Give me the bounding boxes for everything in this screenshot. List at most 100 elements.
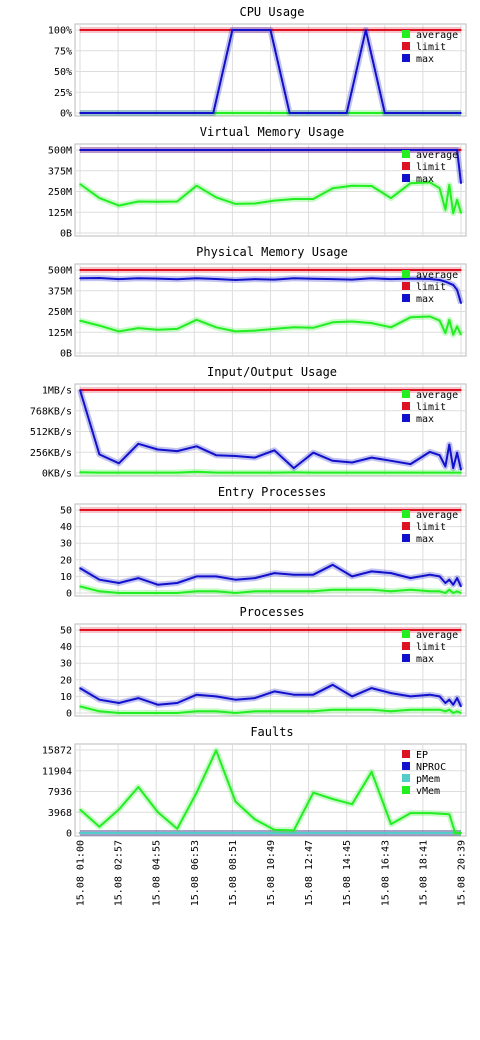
data-point (448, 832, 451, 834)
data-point (438, 454, 441, 457)
data-point (234, 592, 237, 594)
data-point (195, 575, 198, 578)
data-point (176, 389, 178, 391)
y-tick-label: 75% (54, 46, 72, 57)
data-point (157, 329, 159, 331)
data-point (254, 590, 256, 593)
data-point (193, 29, 196, 31)
legend-label: vMem (416, 786, 440, 797)
data-point (195, 791, 198, 794)
data-point (273, 629, 276, 631)
data-point (331, 269, 334, 271)
legend-swatch (402, 762, 410, 770)
y-tick-label: 50 (60, 626, 72, 637)
data-point (118, 832, 120, 834)
y-tick-label: 375M (48, 166, 72, 177)
data-point (195, 710, 198, 713)
data-point (234, 279, 237, 281)
legend-swatch (402, 630, 410, 638)
data-point (351, 269, 353, 271)
series-limit (79, 267, 462, 273)
data-point (429, 269, 431, 271)
data-point (390, 629, 392, 631)
data-point (365, 112, 367, 114)
data-point (293, 471, 295, 474)
data-point (312, 389, 315, 391)
data-point (212, 29, 215, 31)
data-point (79, 319, 81, 322)
data-point (438, 279, 441, 281)
legend-swatch (402, 150, 410, 158)
data-point (444, 332, 447, 334)
data-point (460, 712, 462, 714)
data-point (195, 445, 198, 448)
chart-panel-3: Input/Output Usage 1MB/s 768KB/s 512KB/s 256… (30, 365, 467, 480)
legend-swatch (402, 42, 410, 50)
data-point (118, 462, 120, 465)
data-point (293, 693, 295, 696)
data-point (79, 149, 81, 151)
legend-label: max (416, 54, 434, 65)
data-point (456, 451, 458, 454)
data-point (390, 389, 392, 391)
data-point (409, 389, 412, 391)
data-point (444, 269, 447, 271)
data-point (98, 590, 101, 593)
data-point (370, 687, 373, 689)
data-point (234, 269, 237, 271)
legend-swatch (402, 642, 410, 650)
data-point (351, 184, 353, 187)
series-max (78, 681, 464, 708)
legend-swatch (402, 282, 410, 290)
data-point (331, 389, 334, 391)
data-point (215, 590, 217, 593)
data-point (215, 509, 217, 511)
data-point (215, 269, 217, 271)
data-point (98, 825, 101, 828)
data-point (438, 319, 441, 322)
legend-label: average (416, 510, 458, 521)
data-point (254, 278, 256, 280)
y-tick-label: 1MB/s (42, 386, 72, 397)
data-point (137, 697, 140, 699)
data-point (118, 330, 120, 333)
data-point (288, 112, 291, 114)
data-point (98, 197, 101, 199)
data-point (326, 29, 329, 31)
data-point (157, 703, 159, 706)
data-point (331, 588, 334, 591)
data-point (409, 509, 412, 511)
data-point (137, 471, 140, 474)
data-point (438, 590, 441, 593)
data-point (137, 200, 140, 203)
y-tick-label: 0B (60, 349, 72, 360)
data-point (98, 710, 101, 713)
data-point (273, 278, 276, 281)
data-point (254, 629, 256, 631)
data-point (176, 269, 178, 271)
data-point (444, 710, 447, 713)
data-point (234, 471, 237, 474)
data-point (460, 333, 462, 336)
data-point (370, 509, 373, 511)
data-point (454, 832, 457, 834)
data-point (452, 149, 455, 151)
data-point (345, 29, 348, 31)
data-point (312, 327, 315, 329)
data-point (331, 708, 334, 711)
legend-label: max (416, 534, 434, 545)
data-point (460, 29, 462, 31)
data-point (456, 389, 458, 391)
series-vmem (78, 747, 462, 836)
data-point (118, 808, 120, 811)
data-point (370, 471, 373, 474)
legend-swatch (402, 54, 410, 62)
data-point (254, 832, 256, 834)
data-point (456, 590, 458, 593)
data-point (438, 575, 441, 578)
series-average (79, 703, 463, 716)
data-point (79, 832, 81, 834)
data-point (448, 443, 451, 446)
legend-swatch (402, 522, 410, 530)
